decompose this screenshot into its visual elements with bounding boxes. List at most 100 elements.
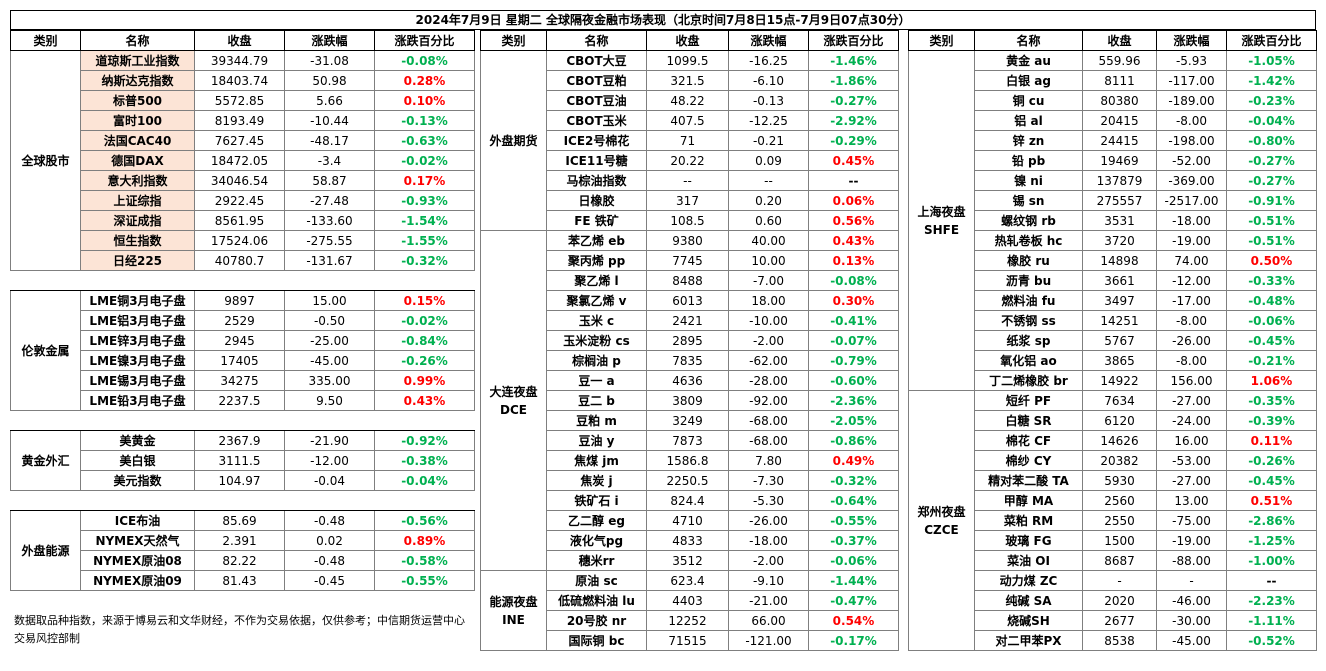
instrument-name: 纯碱 SA bbox=[974, 590, 1083, 611]
change-pct: -- bbox=[808, 170, 899, 191]
separator-cell bbox=[10, 410, 475, 431]
instrument-name: NYMEX原油09 bbox=[80, 570, 195, 591]
change-value: -- bbox=[728, 170, 809, 191]
close-value: 4403 bbox=[646, 590, 729, 611]
table-row: 20号胶 nr 12252 66.00 0.54% bbox=[481, 610, 899, 631]
table-row: NYMEX原油09 81.43 -0.45 -0.55% bbox=[11, 570, 475, 591]
instrument-name: ICE2号棉花 bbox=[546, 130, 647, 151]
table-row: 法国CAC40 7627.45 -48.17 -0.63% bbox=[11, 130, 475, 151]
table-row: 豆二 b 3809 -92.00 -2.36% bbox=[481, 390, 899, 411]
close-value: 34046.54 bbox=[194, 170, 285, 191]
close-value: 3512 bbox=[646, 550, 729, 571]
change-value: -198.00 bbox=[1156, 130, 1227, 151]
change-header: 涨跌幅 bbox=[728, 30, 809, 51]
change-value: -53.00 bbox=[1156, 450, 1227, 471]
instrument-name: 苯乙烯 eb bbox=[546, 230, 647, 251]
change-value: -12.00 bbox=[1156, 270, 1227, 291]
change-pct: -0.63% bbox=[374, 130, 475, 151]
close-value: 104.97 bbox=[194, 470, 285, 491]
instrument-name: NYMEX天然气 bbox=[80, 530, 195, 551]
instrument-name: 美白银 bbox=[80, 450, 195, 471]
change-value: -26.00 bbox=[1156, 330, 1227, 351]
table-row: 美元指数 104.97 -0.04 -0.04% bbox=[11, 470, 475, 491]
change-value: 335.00 bbox=[284, 370, 375, 391]
instrument-name: 乙二醇 eg bbox=[546, 510, 647, 531]
table-row: 外盘期货 CBOT大豆 1099.5 -16.25 -1.46% bbox=[480, 50, 899, 231]
table-row: 全球股市 道琼斯工业指数 39344.79 -31.08 -0.08% bbox=[10, 50, 475, 271]
close-value: 18403.74 bbox=[194, 70, 285, 91]
close-value: 3720 bbox=[1082, 230, 1157, 251]
change-value: -6.10 bbox=[728, 70, 809, 91]
table-row: 日橡胶 317 0.20 0.06% bbox=[481, 190, 899, 211]
change-value: -24.00 bbox=[1156, 410, 1227, 431]
change-value: -121.00 bbox=[728, 630, 809, 651]
change-pct: -0.02% bbox=[374, 150, 475, 171]
close-value: 407.5 bbox=[646, 110, 729, 131]
instrument-name: 聚氯乙烯 v bbox=[546, 290, 647, 311]
close-value: 137879 bbox=[1082, 170, 1157, 191]
instrument-name: 菜油 OI bbox=[974, 550, 1083, 571]
change-pct: 0.06% bbox=[808, 190, 899, 211]
change-pct: -0.27% bbox=[1226, 150, 1317, 171]
table-row: 对二甲苯PX 8538 -45.00 -0.52% bbox=[909, 630, 1317, 651]
table-row: 玉米淀粉 cs 2895 -2.00 -0.07% bbox=[481, 330, 899, 351]
table-row: LME铝3月电子盘 2529 -0.50 -0.02% bbox=[11, 310, 475, 331]
close-value: 34275 bbox=[194, 370, 285, 391]
change-pct: 0.13% bbox=[808, 250, 899, 271]
instrument-name: 日经225 bbox=[80, 250, 195, 271]
change-value: -19.00 bbox=[1156, 530, 1227, 551]
close-value: 3661 bbox=[1082, 270, 1157, 291]
close-value: 1500 bbox=[1082, 530, 1157, 551]
table-row: CBOT玉米 407.5 -12.25 -2.92% bbox=[481, 110, 899, 131]
change-pct: 0.56% bbox=[808, 210, 899, 231]
change-value: -45.00 bbox=[284, 350, 375, 371]
change-header: 涨跌幅 bbox=[284, 30, 375, 51]
close-value: 2250.5 bbox=[646, 470, 729, 491]
instrument-name: 标普500 bbox=[80, 90, 195, 111]
change-value: -7.00 bbox=[728, 270, 809, 291]
table-row: 富时100 8193.49 -10.44 -0.13% bbox=[11, 110, 475, 131]
change-pct: -0.27% bbox=[808, 90, 899, 111]
close-value: -- bbox=[646, 170, 729, 191]
instrument-name: FE 铁矿 bbox=[546, 210, 647, 231]
instrument-name: 富时100 bbox=[80, 110, 195, 131]
change-pct: 0.28% bbox=[374, 70, 475, 91]
table-row: 能源夜盘 INE 原油 sc 623.4 -9.10 -1.44% bbox=[480, 570, 899, 651]
close-value: 8538 bbox=[1082, 630, 1157, 651]
close-value: 2560 bbox=[1082, 490, 1157, 511]
change-value: -0.48 bbox=[284, 550, 375, 571]
change-pct: -0.91% bbox=[1226, 190, 1317, 211]
close-value: 2895 bbox=[646, 330, 729, 351]
instrument-name: 德国DAX bbox=[80, 150, 195, 171]
category-cell: 郑州夜盘 CZCE bbox=[908, 390, 975, 651]
table-row: 恒生指数 17524.06 -275.55 -1.55% bbox=[11, 230, 475, 251]
table-row: 黄金外汇 美黄金 2367.9 -21.90 -0.92% bbox=[10, 430, 475, 491]
change-pct: -0.58% bbox=[374, 550, 475, 571]
table-row: 日经225 40780.7 -131.67 -0.32% bbox=[11, 250, 475, 271]
close-value: 8111 bbox=[1082, 70, 1157, 91]
change-pct: -1.54% bbox=[374, 210, 475, 231]
change-value: -52.00 bbox=[1156, 150, 1227, 171]
change-value: -88.00 bbox=[1156, 550, 1227, 571]
close-value: 317 bbox=[646, 190, 729, 211]
change-pct: -0.26% bbox=[374, 350, 475, 371]
change-pct: -0.33% bbox=[1226, 270, 1317, 291]
category-cell: 外盘能源 bbox=[10, 510, 81, 591]
instrument-name: 螺纹钢 rb bbox=[974, 210, 1083, 231]
instrument-name: 日橡胶 bbox=[546, 190, 647, 211]
change-pct: 0.89% bbox=[374, 530, 475, 551]
table-row: 铝 al 20415 -8.00 -0.04% bbox=[909, 110, 1317, 131]
close-value: 40780.7 bbox=[194, 250, 285, 271]
change-pct: -1.46% bbox=[808, 50, 899, 71]
close-value: 3809 bbox=[646, 390, 729, 411]
instrument-name: 焦炭 j bbox=[546, 470, 647, 491]
table-row: ICE2号棉花 71 -0.21 -0.29% bbox=[481, 130, 899, 151]
change-value: 0.60 bbox=[728, 210, 809, 231]
table-row: 白糖 SR 6120 -24.00 -0.39% bbox=[909, 410, 1317, 431]
change-value: 5.66 bbox=[284, 90, 375, 111]
change-value: -21.90 bbox=[284, 430, 375, 451]
instrument-name: ICE布油 bbox=[80, 510, 195, 531]
instrument-name: 烧碱SH bbox=[974, 610, 1083, 631]
change-value: -369.00 bbox=[1156, 170, 1227, 191]
close-value: 5930 bbox=[1082, 470, 1157, 491]
